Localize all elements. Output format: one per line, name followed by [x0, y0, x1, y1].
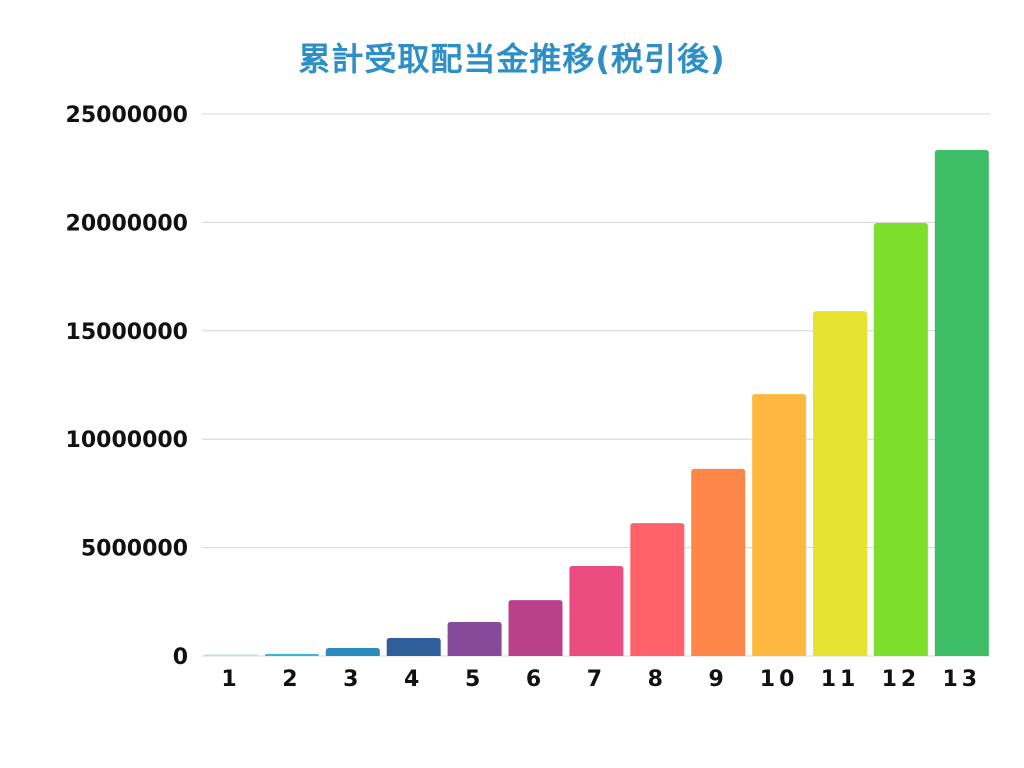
y-tick-label: 5000000	[81, 537, 188, 562]
x-tick-label: 13	[942, 667, 981, 692]
y-tick-label: 10000000	[66, 428, 188, 453]
bar-6	[508, 600, 563, 656]
bar-1	[204, 654, 258, 656]
y-tick-label: 0	[173, 645, 188, 670]
chart-title: 累計受取配当金推移(税引後)	[298, 40, 726, 78]
x-tick-label: 3	[343, 667, 362, 692]
x-tick-label: 1	[221, 667, 240, 692]
x-tick-label: 2	[282, 667, 301, 692]
x-tick-label: 9	[709, 667, 728, 692]
bar-9	[691, 468, 746, 656]
bar-4	[386, 638, 441, 656]
bar-10	[752, 394, 807, 656]
x-tick-label: 12	[882, 667, 921, 692]
y-tick-label: 20000000	[66, 211, 188, 236]
x-tick-label: 7	[587, 667, 606, 692]
bar-12	[873, 223, 928, 656]
x-tick-label: 10	[760, 667, 799, 692]
x-tick-label: 5	[465, 667, 484, 692]
x-tick-label: 11	[821, 667, 860, 692]
bar-2	[264, 653, 319, 656]
bar-3	[325, 647, 380, 656]
bar-11	[813, 311, 867, 656]
bar-5	[447, 621, 502, 656]
bar-13	[934, 149, 989, 656]
x-tick-label: 4	[404, 667, 423, 692]
x-tick-label: 6	[526, 667, 545, 692]
bar-7	[569, 566, 624, 656]
y-tick-label: 25000000	[66, 103, 188, 128]
x-tick-label: 8	[648, 667, 667, 692]
bar-8	[630, 523, 685, 656]
y-tick-label: 15000000	[66, 320, 188, 345]
